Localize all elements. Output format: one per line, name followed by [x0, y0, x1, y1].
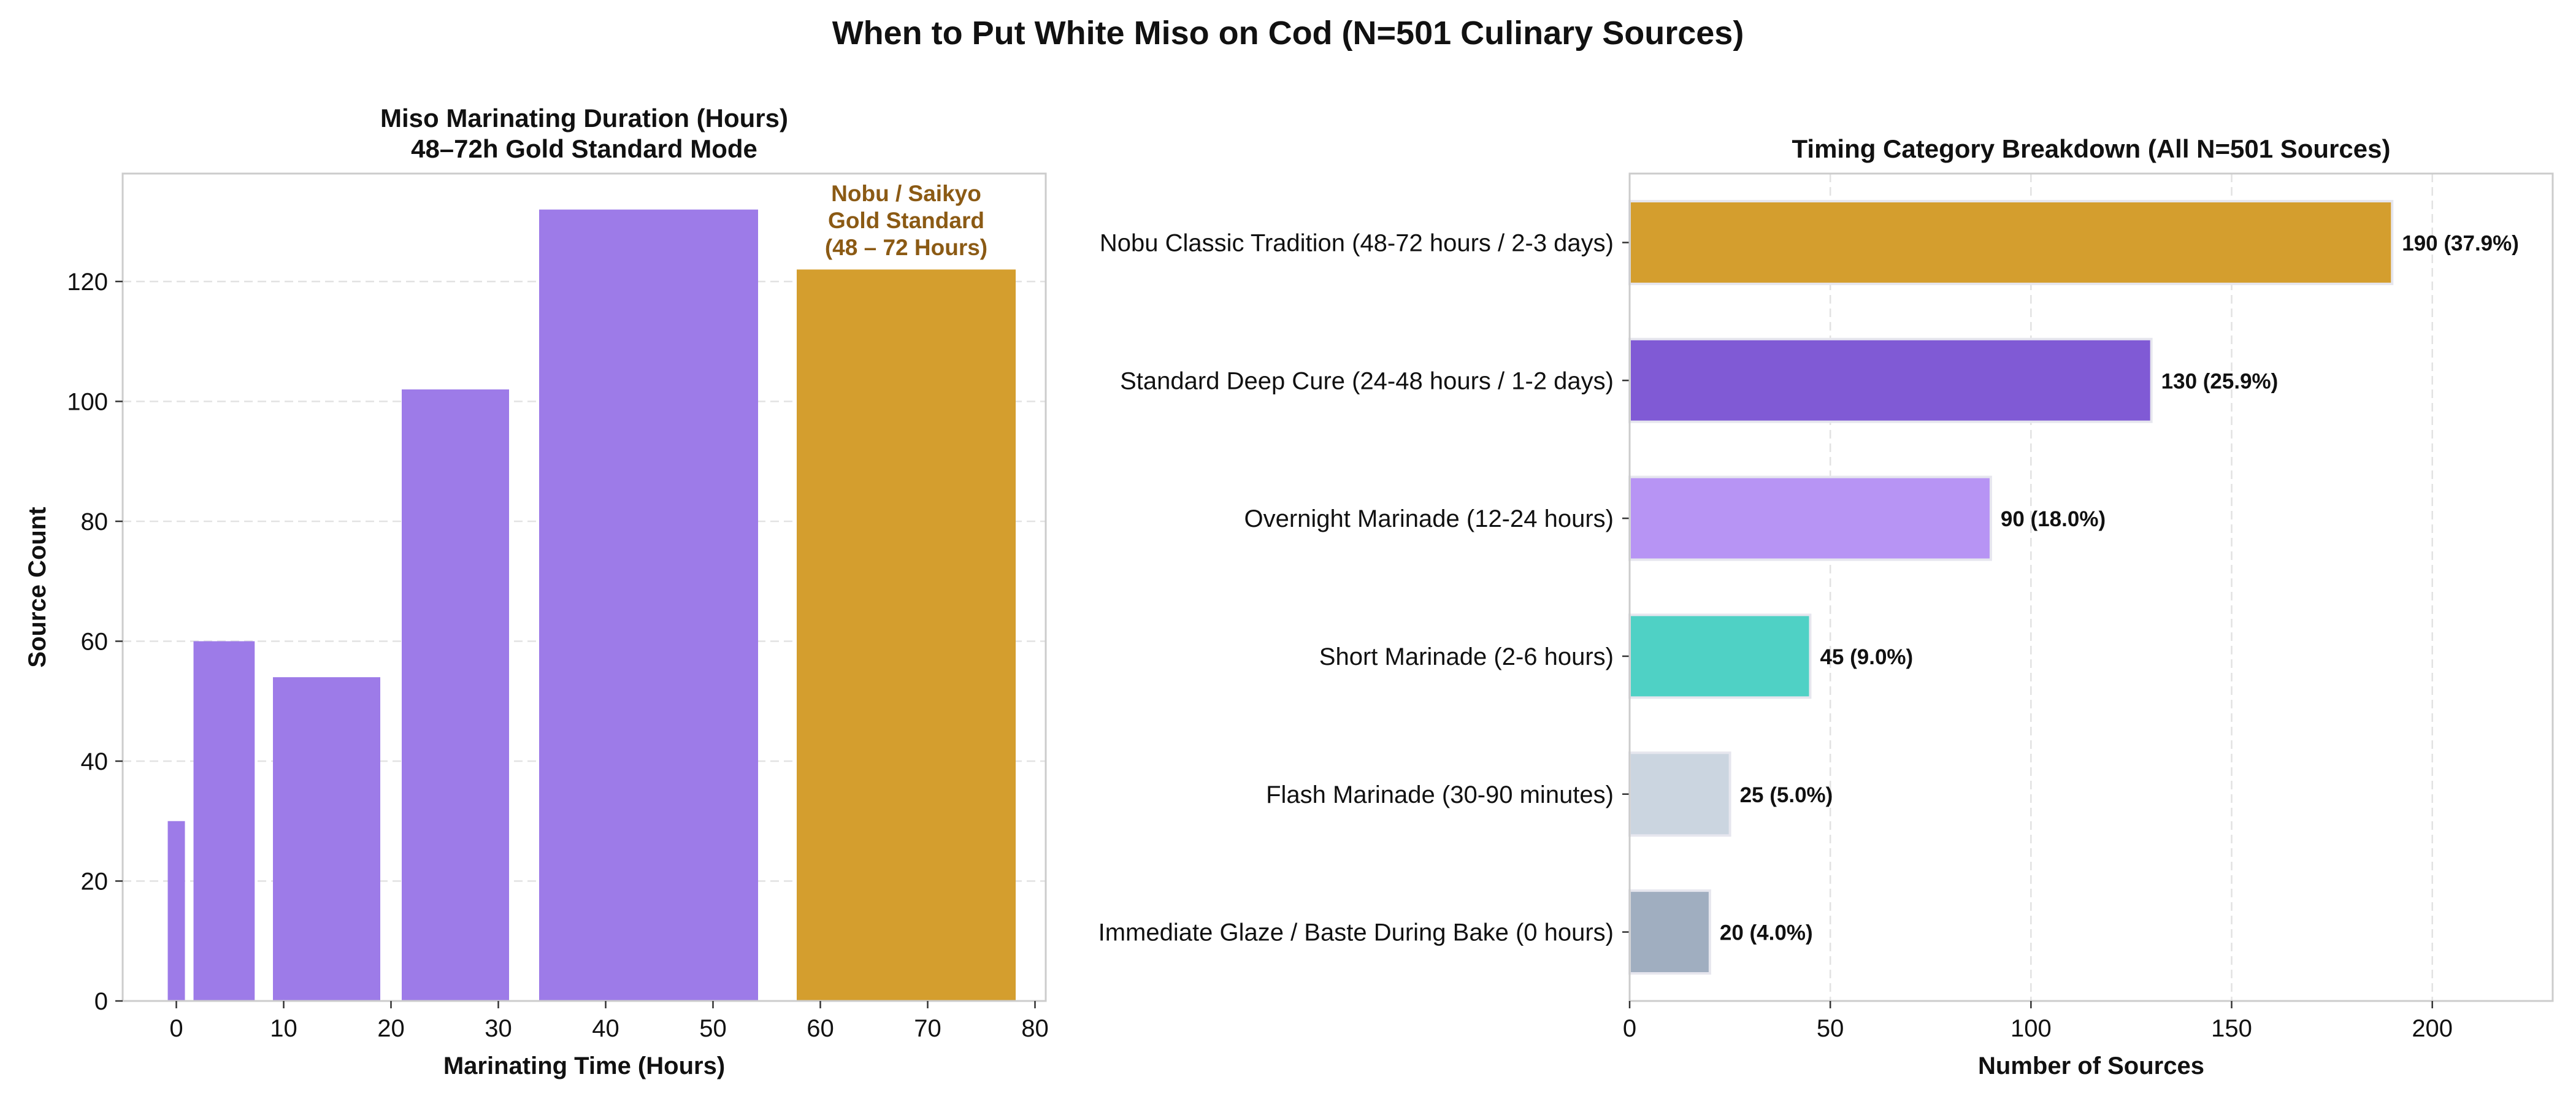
- bar-data-label: 90 (18.0%): [2001, 507, 2106, 531]
- y-tick-label: 0: [94, 988, 108, 1015]
- category-bar: [1628, 613, 1812, 699]
- category-bar: [1628, 199, 2394, 285]
- category-label: Immediate Glaze / Baste During Bake (0 h…: [1098, 919, 1614, 946]
- annotation-text: Nobu / Saikyo: [831, 181, 981, 206]
- x-tick-label: 10: [270, 1015, 297, 1042]
- chart-title-line: Miso Marinating Duration (Hours): [380, 104, 788, 132]
- bar-data-label: 190 (37.9%): [2402, 231, 2519, 255]
- x-tick-label: 150: [2211, 1015, 2252, 1042]
- x-tick-label: 200: [2412, 1015, 2453, 1042]
- x-tick-label: 80: [1021, 1015, 1049, 1042]
- x-tick-label: 20: [377, 1015, 405, 1042]
- chart-title-line: 48–72h Gold Standard Mode: [411, 134, 757, 163]
- annotation-text: Gold Standard: [828, 208, 984, 233]
- y-tick-label: 60: [81, 628, 109, 655]
- bar-data-label: 20 (4.0%): [1720, 921, 1813, 945]
- histogram-bar: [273, 677, 380, 1001]
- y-tick-label: 80: [81, 508, 109, 535]
- annotation-text: (48 – 72 Hours): [825, 235, 987, 260]
- plot-frame: [121, 172, 1047, 1002]
- bar-data-label: 130 (25.9%): [2161, 369, 2279, 393]
- histogram-bar: [167, 821, 185, 1001]
- histogram-bar: [539, 209, 758, 1002]
- histogram-bar: [402, 389, 509, 1001]
- category-label: Overnight Marinade (12-24 hours): [1244, 505, 1614, 532]
- x-tick-label: 70: [914, 1015, 941, 1042]
- category-bar: [1628, 475, 1992, 561]
- x-tick-label: 40: [592, 1015, 619, 1042]
- y-tick-label: 100: [67, 388, 108, 415]
- y-tick-label: 20: [81, 868, 109, 895]
- category-label: Standard Deep Cure (24-48 hours / 1-2 da…: [1120, 367, 1614, 394]
- x-tick-label: 50: [699, 1015, 727, 1042]
- figure-suptitle: When to Put White Miso on Cod (N=501 Cul…: [832, 15, 1744, 52]
- y-axis-label: Source Count: [24, 507, 51, 667]
- x-tick-label: 30: [485, 1015, 512, 1042]
- category-bar: [1628, 337, 2153, 423]
- x-tick-label: 0: [1623, 1015, 1636, 1042]
- y-tick-label: 40: [81, 748, 109, 775]
- category-bar: [1628, 889, 1711, 975]
- x-axis-label: Number of Sources: [1978, 1052, 2204, 1079]
- category-bar: [1628, 751, 1731, 837]
- x-tick-label: 100: [2011, 1015, 2052, 1042]
- y-tick-label: 120: [67, 269, 108, 296]
- bar-data-label: 45 (9.0%): [1820, 645, 1913, 669]
- plot-frame: [1628, 172, 2554, 1002]
- x-tick-label: 50: [1817, 1015, 1844, 1042]
- histogram-chart: 0 10 20 30 40 50 60 70 80 0 20 40 60 80 100 120 Miso Mar…: [24, 104, 1049, 1079]
- bar-data-label: 25 (5.0%): [1740, 783, 1833, 807]
- histogram-bar: [193, 641, 255, 1001]
- x-axis-label: Marinating Time (Hours): [443, 1052, 725, 1079]
- x-tick-label: 60: [807, 1015, 834, 1042]
- category-bar-chart: 190 (37.9%) Nobu Classic Tradition (48-72…: [1098, 134, 2554, 1079]
- category-label: Short Marinade (2-6 hours): [1319, 643, 1614, 670]
- chart-title: Timing Category Breakdown (All N=501 Sou…: [1792, 134, 2391, 163]
- histogram-bar: [797, 269, 1016, 1002]
- x-tick-label: 0: [169, 1015, 183, 1042]
- category-label: Nobu Classic Tradition (48-72 hours / 2-…: [1100, 229, 1614, 256]
- category-label: Flash Marinade (30-90 minutes): [1266, 781, 1614, 808]
